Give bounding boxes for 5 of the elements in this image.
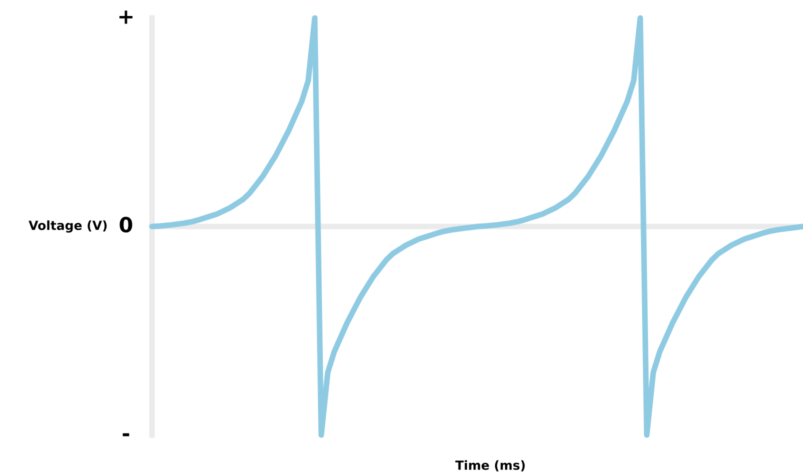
y-axis-title: Voltage (V) xyxy=(28,220,107,233)
text: - xyxy=(122,433,130,436)
text: + xyxy=(119,10,132,24)
text: 0 xyxy=(120,216,132,233)
x-axis-title: Time (ms) xyxy=(455,460,525,472)
